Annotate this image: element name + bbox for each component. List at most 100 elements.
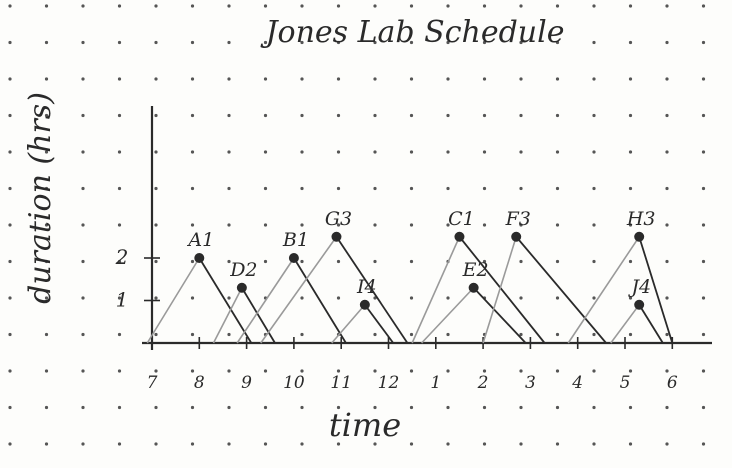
series-peak-point	[194, 253, 205, 263]
grid-dot	[154, 223, 158, 227]
grid-dot	[81, 4, 85, 8]
grid-dot	[300, 332, 304, 337]
grid-dot	[592, 77, 596, 81]
grid-dot	[8, 259, 12, 264]
grid-dot	[117, 369, 122, 373]
grid-dot	[227, 4, 231, 8]
grid-dot	[519, 442, 523, 446]
grid-dot	[446, 4, 450, 8]
grid-dot	[44, 150, 49, 154]
x-tick-label: 10	[283, 373, 305, 393]
x-tick-label: 3	[525, 373, 536, 393]
chart-title: Jones Lab Schedule	[260, 15, 565, 50]
grid-dot	[263, 259, 268, 264]
grid-dot	[519, 40, 523, 45]
grid-dot	[227, 223, 231, 227]
grid-dot	[592, 4, 596, 8]
grid-dot	[336, 40, 341, 45]
grid-dot	[227, 113, 231, 118]
grid-dot	[519, 113, 523, 118]
grid-dot	[117, 113, 122, 118]
grid-dot	[628, 223, 633, 227]
series-peak-point	[454, 231, 465, 242]
grid-dot	[154, 442, 158, 446]
grid-dot	[8, 4, 12, 8]
grid-dot	[701, 259, 706, 264]
grid-dot	[44, 77, 49, 81]
grid-dot	[628, 332, 633, 337]
grid-dot	[117, 150, 122, 154]
grid-dot	[336, 223, 341, 227]
grid-dot	[592, 223, 596, 227]
grid-dot	[81, 259, 85, 264]
y-tick-label: 1	[116, 288, 129, 312]
grid-dot	[373, 405, 377, 410]
grid-dot	[117, 186, 122, 191]
grid-dot	[701, 296, 706, 300]
grid-dot	[701, 405, 706, 410]
grid-dot	[154, 40, 158, 45]
grid-dot	[373, 369, 377, 373]
grid-dot	[8, 186, 12, 191]
grid-dot	[519, 223, 523, 227]
grid-dot	[336, 150, 341, 154]
grid-dot	[701, 40, 706, 45]
grid-dot	[8, 150, 12, 154]
grid-dot	[44, 332, 49, 337]
x-tick-label: 2	[477, 373, 489, 393]
series-fall-line	[293, 257, 347, 344]
grid-dot	[555, 150, 560, 154]
grid-dot	[665, 332, 669, 337]
grid-dot	[373, 40, 377, 45]
series-fall-line	[335, 236, 409, 344]
grid-dot	[519, 259, 523, 264]
series-fall-line	[638, 236, 674, 344]
grid-dot	[190, 113, 195, 118]
grid-dot	[263, 150, 268, 154]
grid-dot	[227, 442, 231, 446]
grid-dot	[701, 223, 706, 227]
grid-dot	[263, 405, 268, 410]
grid-dot	[263, 442, 268, 446]
grid-dot	[409, 332, 414, 337]
grid-dot	[190, 259, 195, 264]
x-tick-label: 6	[667, 373, 678, 393]
grid-dot	[665, 4, 669, 8]
series-fall-line	[458, 236, 546, 344]
grid-dot	[409, 223, 414, 227]
series-label: G3	[325, 208, 352, 230]
series-label: C1	[448, 208, 475, 230]
grid-dot	[8, 40, 12, 45]
grid-dot	[482, 259, 487, 264]
grid-dot	[555, 40, 560, 45]
grid-dot	[81, 442, 85, 446]
grid-dot	[409, 296, 414, 300]
grid-dot	[190, 186, 195, 191]
grid-dot	[81, 113, 85, 118]
grid-dot	[592, 113, 596, 118]
grid-dot	[154, 405, 158, 410]
grid-dot	[701, 332, 706, 337]
x-tick-label: 11	[330, 373, 352, 393]
grid-dot	[227, 77, 231, 81]
x-tick-label: 7	[147, 373, 158, 393]
grid-dot	[300, 223, 304, 227]
grid-dot	[227, 296, 231, 300]
grid-dot	[409, 77, 414, 81]
grid-dot	[409, 369, 414, 373]
grid-dot	[519, 77, 523, 81]
axis-ticks: 7 8 9 10 11 12 1 2 3 4 5 612	[115, 245, 678, 393]
grid-dot	[336, 442, 341, 446]
grid-dot	[117, 259, 122, 264]
grid-dot	[117, 4, 122, 8]
grid-dot	[373, 442, 377, 446]
grid-dot	[227, 405, 231, 410]
grid-dot	[409, 442, 414, 446]
grid-dot	[81, 405, 85, 410]
grid-dot	[300, 405, 304, 410]
grid-dot	[665, 150, 669, 154]
grid-dot	[263, 77, 268, 81]
grid-dot	[701, 442, 706, 446]
grid-dot	[373, 186, 377, 191]
